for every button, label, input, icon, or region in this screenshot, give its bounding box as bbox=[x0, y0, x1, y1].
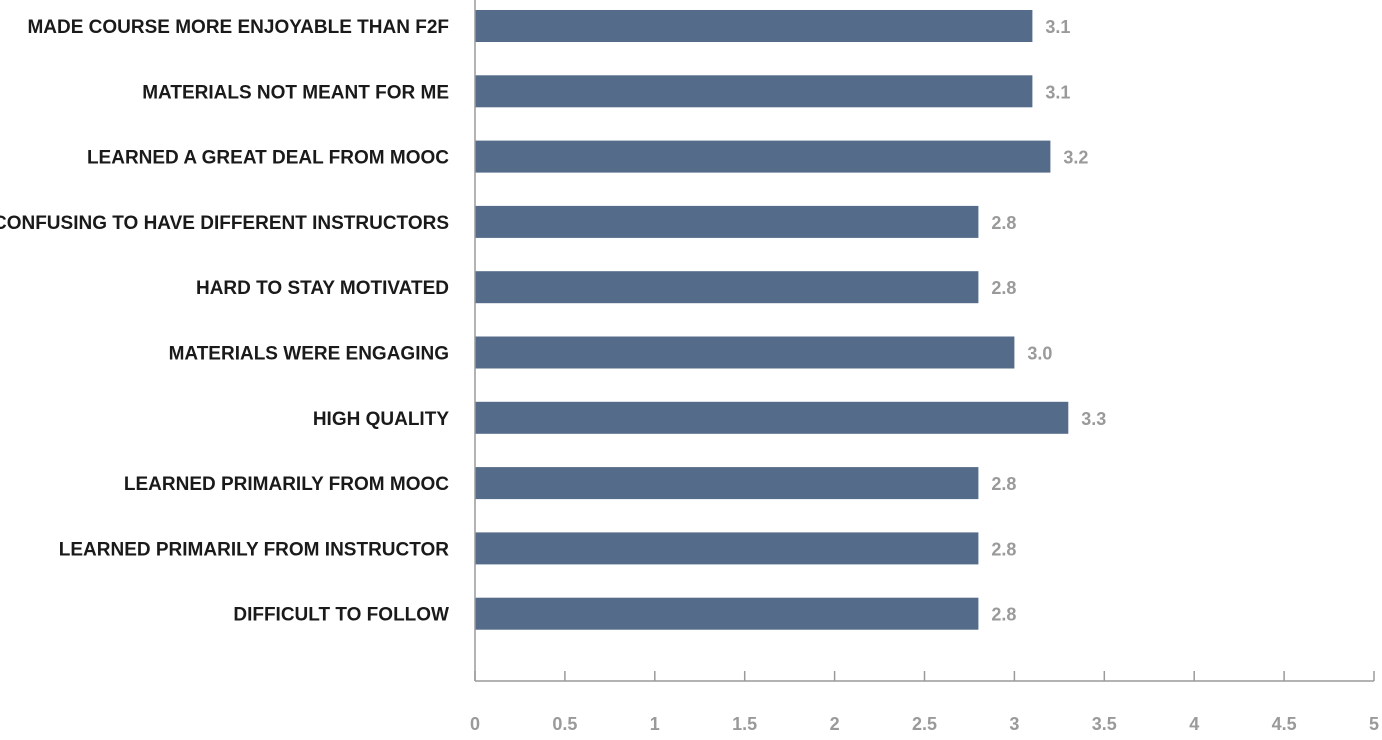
x-tick-label: 4 bbox=[1189, 714, 1199, 734]
value-label: 2.8 bbox=[991, 474, 1016, 494]
category-label: MATERIALS WERE ENGAGING bbox=[169, 344, 449, 365]
category-label: HARD TO STAY MOTIVATED bbox=[196, 278, 449, 299]
bar bbox=[475, 532, 979, 565]
x-tick-label: 2.5 bbox=[912, 714, 937, 734]
x-tick-label: 5 bbox=[1369, 714, 1379, 734]
category-label: MADE COURSE MORE ENJOYABLE THAN F2F bbox=[27, 17, 449, 38]
value-label: 3.1 bbox=[1045, 17, 1070, 37]
category-label: HIGH QUALITY bbox=[313, 409, 449, 430]
category-label: LEARNED PRIMARILY FROM INSTRUCTOR bbox=[59, 539, 450, 560]
value-label: 2.8 bbox=[991, 605, 1016, 625]
x-tick-label: 4.5 bbox=[1272, 714, 1297, 734]
bar bbox=[475, 10, 1033, 42]
category-label: LEARNED A GREAT DEAL FROM MOOC bbox=[87, 148, 449, 169]
bar bbox=[475, 75, 1033, 108]
bar bbox=[475, 271, 979, 304]
bar bbox=[475, 205, 979, 238]
axis-layer: 0 0.5 1 1.5 2 2.5 3 3.5 4 4.5 5 bbox=[470, 0, 1379, 734]
category-label: CONFUSING TO HAVE DIFFERENT INSTRUCTORS bbox=[0, 213, 449, 234]
category-label: MATERIALS NOT MEANT FOR ME bbox=[142, 82, 449, 103]
x-tick-label: 0.5 bbox=[552, 714, 577, 734]
bar bbox=[475, 467, 979, 500]
x-tick-label: 0 bbox=[470, 714, 480, 734]
bar bbox=[475, 401, 1069, 434]
value-label: 2.8 bbox=[991, 539, 1016, 559]
x-tick-label: 3 bbox=[1009, 714, 1019, 734]
x-tick-label: 3.5 bbox=[1092, 714, 1117, 734]
value-label: 3.3 bbox=[1081, 409, 1106, 429]
x-tick-label: 1 bbox=[650, 714, 660, 734]
value-label: 3.2 bbox=[1063, 148, 1088, 168]
category-label: DIFFICULT TO FOLLOW bbox=[233, 605, 449, 626]
value-label: 3.0 bbox=[1027, 344, 1052, 364]
bar bbox=[475, 597, 979, 630]
value-label: 2.8 bbox=[991, 213, 1016, 233]
x-tick-label: 1.5 bbox=[732, 714, 757, 734]
x-tick-label: 2 bbox=[830, 714, 840, 734]
bars-layer: MADE COURSE MORE ENJOYABLE THAN F2F 3.1 MA… bbox=[0, 10, 1106, 630]
category-label: LEARNED PRIMARILY FROM MOOC bbox=[124, 474, 449, 495]
bar bbox=[475, 336, 1015, 369]
value-label: 3.1 bbox=[1045, 82, 1070, 102]
value-label: 2.8 bbox=[991, 278, 1016, 298]
bar bbox=[475, 140, 1051, 173]
